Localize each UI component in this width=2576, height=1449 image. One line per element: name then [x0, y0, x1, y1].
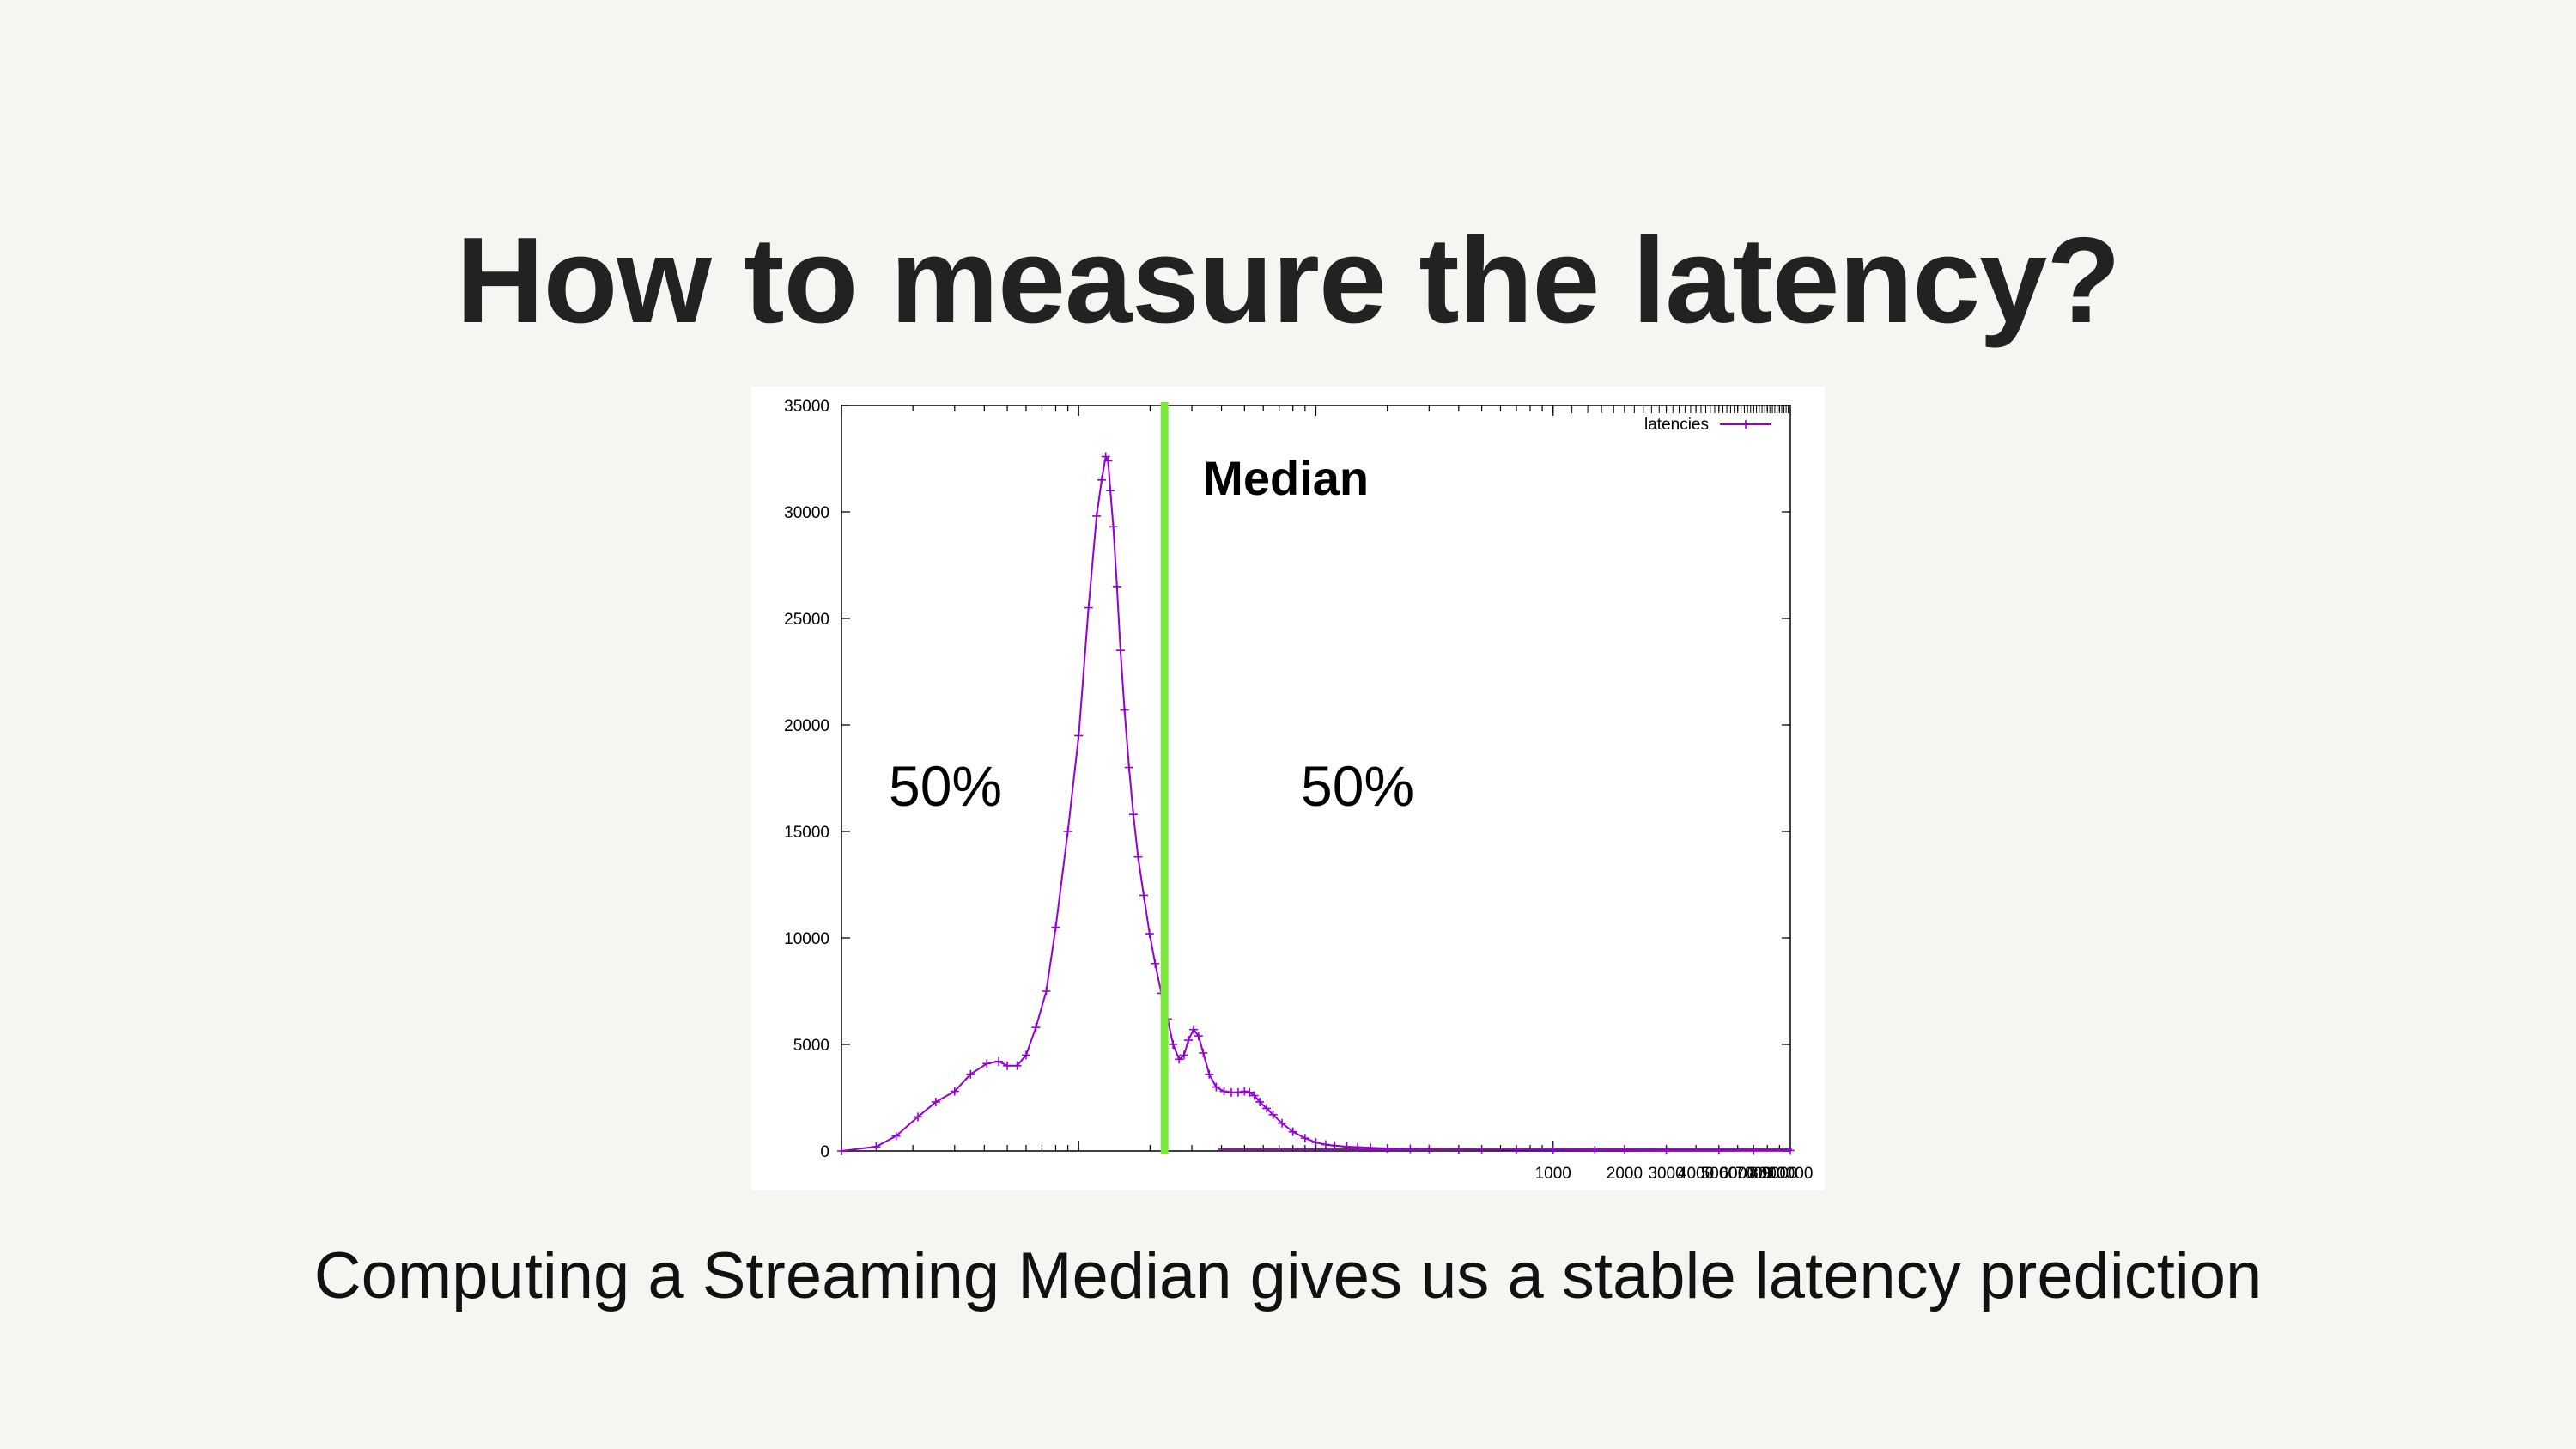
legend-label: latencies	[1644, 416, 1709, 434]
series-point	[1112, 581, 1121, 591]
series-point	[1063, 827, 1072, 836]
series-point	[1115, 646, 1125, 655]
chart-legend: latencies	[1644, 416, 1771, 434]
series-point	[1084, 603, 1093, 612]
series-point	[1092, 511, 1102, 521]
series-point	[1042, 987, 1051, 995]
series-point	[1240, 1087, 1249, 1096]
x-tick-label: 7000	[1735, 1165, 1771, 1183]
series-point	[1619, 1146, 1629, 1155]
series-point	[872, 1142, 881, 1152]
series-point	[1074, 731, 1084, 740]
x-tick-label: 2000	[1607, 1165, 1643, 1183]
series-point	[1194, 1032, 1203, 1041]
y-tick-label: 30000	[784, 504, 829, 522]
x-tick-label: 6000	[1720, 1165, 1756, 1183]
left-percent-label: 50%	[889, 754, 1002, 818]
series-point	[1382, 1144, 1392, 1154]
y-tick-label: 35000	[784, 398, 829, 416]
series-point	[1012, 1061, 1022, 1070]
chart-axes: 0 5000 10000 15000 20000 25000 30000 35000 1000 2…	[784, 398, 1813, 1183]
chart-labels: Median 50% 50%	[889, 451, 1414, 818]
series-point	[994, 1056, 1004, 1066]
series-point	[982, 1059, 992, 1068]
series-point	[1139, 891, 1148, 900]
series-point	[1590, 1146, 1600, 1155]
series-point	[950, 1087, 959, 1096]
series-point	[1714, 1146, 1723, 1155]
y-tick-label: 0	[820, 1143, 829, 1161]
series-point	[1255, 1097, 1265, 1106]
latency-chart: 0 5000 10000 15000 20000 25000 30000 35000 1000 2…	[784, 398, 1813, 1183]
series-point	[1145, 929, 1154, 939]
series-point	[1219, 1087, 1229, 1096]
y-tick-label: 20000	[784, 717, 829, 735]
series-point	[1330, 1141, 1340, 1150]
series-point	[1199, 1048, 1208, 1057]
legend-marker	[1741, 420, 1750, 429]
series-point	[1268, 1110, 1278, 1119]
series-point	[1175, 1055, 1184, 1064]
series-point	[1212, 1082, 1221, 1092]
series-point	[966, 1069, 975, 1079]
series-point	[931, 1097, 940, 1106]
series-point	[1353, 1142, 1363, 1152]
y-tick-label: 5000	[793, 1037, 829, 1055]
x-tick-label: 8000	[1749, 1165, 1785, 1183]
slide-caption: Computing a Streaming Median gives us a …	[313, 1239, 2263, 1312]
series-point	[1749, 1146, 1759, 1155]
series-point	[1311, 1138, 1321, 1148]
series-point	[1183, 1036, 1193, 1045]
series-point	[1169, 1040, 1178, 1049]
series-point	[1262, 1104, 1272, 1113]
x-tick-label: 3000	[1648, 1165, 1684, 1183]
series-point	[837, 1147, 846, 1155]
series-point	[1321, 1140, 1330, 1149]
y-tick-label: 25000	[784, 611, 829, 629]
series-point	[1109, 522, 1118, 532]
slide-title: How to measure the latency?	[456, 212, 2121, 349]
series-point	[914, 1112, 923, 1122]
series-point	[1300, 1134, 1309, 1143]
series-point	[1103, 456, 1113, 466]
series-point	[1179, 1050, 1188, 1060]
chart-markers	[837, 452, 1795, 1155]
series-point	[1189, 1025, 1199, 1034]
series-point	[1786, 1146, 1795, 1155]
series-point	[1133, 852, 1143, 861]
x-tick-label: 4000	[1678, 1165, 1714, 1183]
right-percent-label: 50%	[1301, 754, 1414, 818]
series-point	[1031, 1023, 1041, 1032]
x-tick-label: 5000	[1701, 1165, 1737, 1183]
series-point	[1288, 1127, 1297, 1136]
series-point	[1124, 763, 1133, 772]
chart-panel: 0 5000 10000 15000 20000 25000 30000 35000 1000 2…	[751, 387, 1825, 1190]
series-point	[1249, 1091, 1259, 1100]
series-point	[1662, 1146, 1671, 1155]
series-point	[1245, 1087, 1255, 1097]
x-tick-label: 9000	[1761, 1165, 1797, 1183]
y-tick-label: 15000	[784, 824, 829, 842]
series-point	[1051, 922, 1060, 932]
series-point	[1003, 1061, 1012, 1070]
series-point	[1120, 705, 1129, 715]
series-point	[1021, 1050, 1030, 1060]
series-point	[1128, 810, 1138, 819]
x-tick-label: 1000	[1535, 1165, 1571, 1183]
series-point	[1106, 486, 1115, 496]
series-point	[891, 1131, 901, 1141]
x-tick-label: 10000	[1768, 1165, 1814, 1183]
series-point	[1151, 959, 1160, 968]
series-point	[1278, 1118, 1287, 1128]
y-tick-label: 10000	[784, 930, 829, 948]
series-point	[1097, 475, 1107, 484]
series-point	[1366, 1143, 1376, 1153]
series-point	[1205, 1069, 1214, 1079]
series-point	[1233, 1087, 1242, 1097]
median-label: Median	[1203, 451, 1369, 505]
